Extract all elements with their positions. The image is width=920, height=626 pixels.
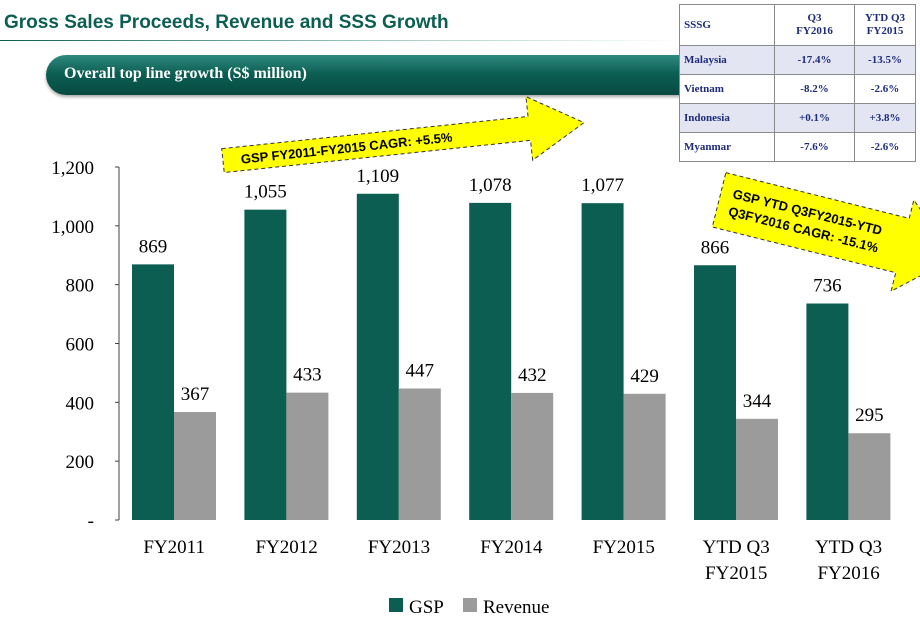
sssg-table: SSSG Q3 FY2016 YTD Q3 FY2015 Malaysia -17.… — [679, 4, 916, 162]
sssg-row-myanmar: Myanmar -7.6% -2.6% — [679, 132, 916, 162]
y-tick-label: 1,000 — [51, 217, 94, 238]
sssg-q3-value: -8.2% — [774, 74, 855, 104]
y-tick-label: 400 — [66, 393, 95, 414]
sssg-ytd-value: -2.6% — [854, 132, 916, 162]
sssg-q3-value: -7.6% — [774, 132, 855, 162]
revenue-bar — [398, 388, 441, 520]
gsp-bar — [356, 193, 399, 520]
y-tick-label: 200 — [66, 452, 95, 473]
y-tick-label: 1,200 — [51, 158, 94, 179]
sssg-q3-value: -17.4% — [774, 45, 855, 75]
revenue-data-label: 433 — [293, 365, 322, 386]
revenue-bar — [174, 412, 216, 520]
sssg-row-indonesia: Indonesia +0.1% +3.8% — [679, 103, 916, 133]
legend-label-gsp: GSP — [409, 597, 444, 618]
x-tick-label: FY2014 — [480, 537, 543, 558]
y-tick-label: 800 — [66, 276, 95, 297]
revenue-data-label: 432 — [518, 365, 547, 386]
sssg-row-vietnam: Vietnam -8.2% -2.6% — [679, 74, 916, 104]
cagr-arrow-fy2011-fy2015: GSP FY2011-FY2015 CAGR: +5.5% — [221, 95, 585, 174]
sssg-country: Malaysia — [679, 45, 775, 75]
title-underline — [0, 40, 680, 41]
legend-label-revenue: Revenue — [483, 597, 549, 618]
x-tick-label: FY2015 — [705, 563, 767, 584]
revenue-data-label: 367 — [181, 384, 210, 405]
sssg-row-malaysia: Malaysia -17.4% -13.5% — [679, 45, 916, 75]
x-tick-label: FY2013 — [368, 537, 430, 558]
y-tick-label: - — [88, 511, 94, 532]
revenue-data-label: 344 — [743, 391, 772, 412]
sssg-header-q3: Q3 FY2016 — [774, 4, 855, 46]
gsp-bar — [469, 202, 512, 520]
x-tick-label: FY2011 — [143, 537, 205, 558]
legend-swatch-revenue — [463, 598, 477, 612]
sssg-ytd-value: +3.8% — [854, 103, 916, 133]
gsp-data-label: 866 — [701, 237, 730, 258]
sssg-country: Myanmar — [679, 132, 775, 162]
sssg-header-ytd: YTD Q3 FY2015 — [854, 4, 916, 46]
cagr-arrow-shape — [221, 95, 585, 174]
gsp-bar — [694, 265, 736, 520]
gsp-data-label: 869 — [139, 236, 168, 257]
gsp-bar — [806, 303, 849, 520]
gsp-data-label: 736 — [813, 275, 842, 296]
gsp-bar — [132, 264, 174, 520]
gsp-data-label: 1,078 — [469, 175, 512, 196]
x-tick-label: FY2016 — [817, 563, 879, 584]
revenue-data-label: 447 — [406, 361, 435, 382]
banner-title: Overall top line growth (S$ million) — [64, 65, 307, 82]
x-tick-label: FY2015 — [593, 537, 655, 558]
gsp-data-label: 1,077 — [581, 175, 624, 196]
sssg-header-label: SSSG — [679, 4, 775, 46]
page-title: Gross Sales Proceeds, Revenue and SSS Gr… — [4, 12, 449, 33]
revenue-bar — [286, 392, 329, 520]
sssg-header-row: SSSG Q3 FY2016 YTD Q3 FY2015 — [679, 4, 916, 46]
cagr-arrow-shape — [711, 172, 920, 293]
legend-swatch-gsp — [389, 598, 403, 612]
revenue-bar — [623, 393, 666, 520]
x-tick-label: YTD Q3 — [815, 537, 882, 558]
sssg-ytd-value: -2.6% — [854, 74, 916, 104]
x-tick-label: YTD Q3 — [703, 537, 770, 558]
sssg-q3-value: +0.1% — [774, 103, 855, 133]
gsp-data-label: 1,055 — [244, 182, 287, 203]
chart-banner: Overall top line growth (S$ million) — [46, 55, 686, 95]
revenue-bar — [736, 418, 778, 520]
revenue-data-label: 295 — [855, 405, 884, 426]
revenue-bar — [511, 392, 554, 520]
gsp-bar — [244, 209, 287, 520]
revenue-data-label: 429 — [630, 366, 659, 387]
revenue-bar — [848, 433, 891, 520]
sssg-country: Vietnam — [679, 74, 775, 104]
y-tick-label: 600 — [66, 335, 95, 356]
x-tick-label: FY2012 — [255, 537, 317, 558]
sssg-country: Indonesia — [679, 103, 775, 133]
gsp-bar — [581, 203, 624, 520]
gsp-data-label: 1,109 — [356, 166, 399, 187]
sssg-ytd-value: -13.5% — [854, 45, 916, 75]
